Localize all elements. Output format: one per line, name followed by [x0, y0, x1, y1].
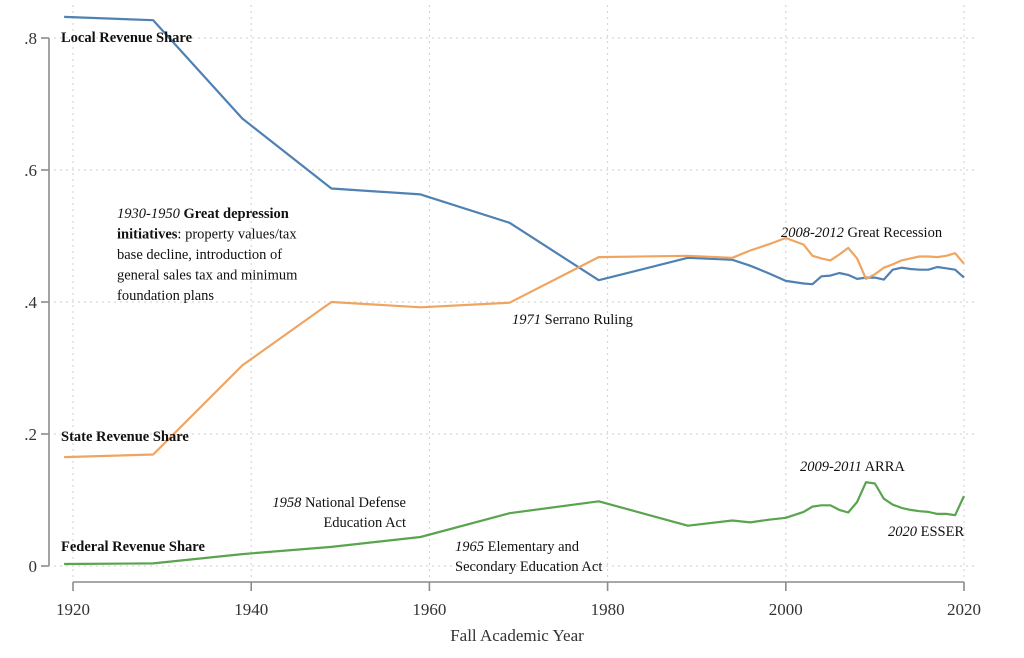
annotation-text: 1965 [455, 539, 484, 555]
annotation-text: 1930-1950 [117, 206, 181, 222]
annotation-esser: 2020 ESSER [888, 524, 964, 540]
x-tick-label: 1980 [591, 600, 625, 619]
annotation-text: Secondary Education Act [455, 559, 602, 575]
y-tick-label: .2 [24, 425, 37, 444]
annotation-text: Elementary and [484, 539, 580, 555]
annotation-line: foundation plans [117, 288, 214, 304]
annotation-line: 2009-2011 ARRA [800, 459, 905, 475]
annotation-line: 1971 Serrano Ruling [512, 312, 633, 328]
annotation-text: 2009-2011 [800, 459, 862, 475]
x-tick-label: 2020 [947, 600, 981, 619]
series-label-local: Local Revenue Share [61, 30, 193, 46]
annotation-line: 1958 National Defense [272, 495, 406, 511]
annotation-arra: 2009-2011 ARRA [800, 459, 905, 475]
series-labels: Local Revenue Share State Revenue Share … [61, 30, 205, 555]
x-tick-label: 1940 [234, 600, 268, 619]
x-tick-label: 1920 [56, 600, 90, 619]
annotation-text: Great Recession [844, 225, 943, 241]
annotation-text: Serrano Ruling [541, 312, 633, 328]
x-axis-ticks: 1920 1940 1960 1980 2000 2020 [56, 582, 981, 619]
annotation-great-recession: 2008-2012 Great Recession [781, 225, 943, 241]
annotation-esea: 1965 Elementary and Secondary Education A… [455, 539, 602, 575]
annotation-serrano: 1971 Serrano Ruling [512, 312, 633, 328]
series-label-state: State Revenue Share [61, 429, 189, 445]
annotation-line: 2020 ESSER [888, 524, 964, 540]
federal-revenue-share-line [64, 481, 965, 566]
local-revenue-share-line [64, 15, 965, 286]
annotation-ndea: 1958 National Defense Education Act [272, 495, 406, 531]
annotation-text: : property values/tax [177, 227, 297, 243]
annotation-line: general sales tax and minimum [117, 268, 298, 284]
state-revenue-share-line [64, 236, 965, 459]
annotation-text: 1958 [272, 495, 302, 511]
annotation-line: 1930-1950 Great depression [117, 206, 289, 222]
annotation-line: 1965 Elementary and [455, 539, 580, 555]
axes [48, 38, 964, 583]
annotation-text: initiatives [117, 227, 178, 243]
y-tick-label: 0 [29, 557, 38, 576]
annotation-text: 2008-2012 [781, 225, 844, 241]
y-axis-ticks: 0 .2 .4 .6 .8 [24, 29, 49, 576]
annotation-line: base decline, introduction of [117, 247, 282, 263]
annotation-text: National Defense [301, 495, 406, 511]
annotation-text: ARRA [862, 459, 906, 475]
annotation-text: foundation plans [117, 288, 214, 304]
annotation-text: Great depression [180, 206, 289, 222]
annotation-text: 2020 [888, 524, 918, 540]
annotation-line: 2008-2012 Great Recession [781, 225, 943, 241]
annotation-text: Education Act [323, 515, 406, 531]
annotation-text: base decline, introduction of [117, 247, 282, 263]
annotation-line: Secondary Education Act [455, 559, 602, 575]
y-tick-label: .4 [24, 293, 37, 312]
annotation-line: Education Act [323, 515, 406, 531]
series-lines [64, 15, 965, 566]
x-axis-title: Fall Academic Year [450, 626, 584, 645]
annotation-text: general sales tax and minimum [117, 268, 298, 284]
annotation-text: ESSER [917, 524, 964, 540]
annotation-line: initiatives: property values/tax [117, 227, 297, 243]
series-label-federal: Federal Revenue Share [61, 539, 205, 555]
x-tick-label: 2000 [769, 600, 803, 619]
y-tick-label: .6 [24, 161, 37, 180]
x-tick-label: 1960 [412, 600, 446, 619]
y-tick-label: .8 [24, 29, 37, 48]
annotation-text: 1971 [512, 312, 541, 328]
